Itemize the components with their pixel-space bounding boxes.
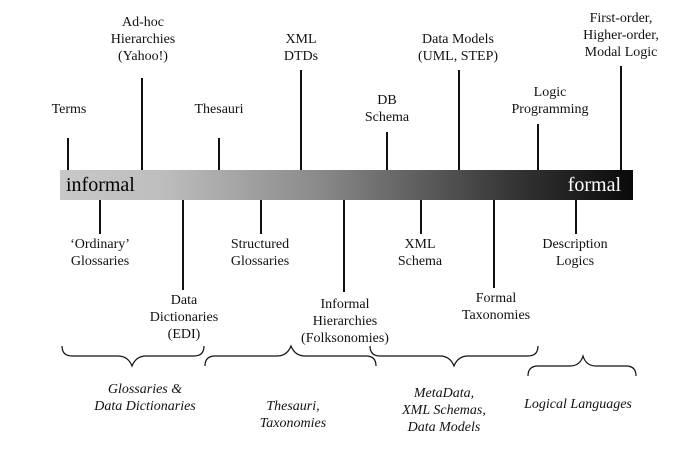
- group-glossaries-data-dictionaries: Glossaries & Data Dictionaries: [94, 382, 196, 414]
- group-metadata-schemas-models: MetaData, XML Schemas, Data Models: [402, 386, 486, 435]
- term-description-logics: Description Logics: [542, 237, 608, 269]
- term-logic-programming: Logic Programming: [511, 85, 589, 117]
- brace-thesauri: [204, 344, 377, 367]
- term-db-schema: DB Schema: [364, 93, 410, 125]
- tick-ordinary-glossaries: [99, 200, 101, 234]
- tick-data-models: [458, 70, 460, 170]
- brace-metadata: [369, 345, 539, 368]
- term-ordinary-glossaries: ‘Ordinary’ Glossaries: [70, 237, 130, 269]
- tick-thesauri: [218, 138, 220, 170]
- term-data-models: Data Models (UML, STEP): [417, 32, 499, 64]
- term-thesauri: Thesauri: [194, 102, 244, 117]
- tick-terms: [67, 138, 69, 170]
- term-first-order-logic: First-order, Higher-order, Modal Logic: [583, 11, 659, 60]
- group-thesauri-taxonomies: Thesauri, Taxonomies: [259, 399, 327, 431]
- tick-informal-hierarchies: [343, 200, 345, 292]
- formal-label: formal: [567, 174, 621, 196]
- tick-structured-glossaries: [260, 200, 262, 234]
- tick-xml-dtds: [300, 70, 302, 170]
- term-data-dictionaries: Data Dictionaries (EDI): [149, 293, 219, 342]
- tick-logic-programming: [537, 124, 539, 170]
- term-informal-hierarchies: Informal Hierarchies (Folksonomies): [301, 297, 389, 346]
- term-structured-glossaries: Structured Glossaries: [230, 237, 290, 269]
- brace-logical-languages: [527, 353, 637, 377]
- term-adhoc-hierarchies: Ad-hoc Hierarchies (Yahoo!): [110, 15, 176, 64]
- group-logical-languages: Logical Languages: [524, 397, 632, 412]
- term-formal-taxonomies: Formal Taxonomies: [461, 291, 531, 323]
- tick-data-dictionaries: [182, 200, 184, 290]
- tick-first-order-logic: [620, 66, 622, 170]
- tick-db-schema: [386, 132, 388, 170]
- informal-label: informal: [66, 174, 135, 196]
- brace-glossaries: [61, 345, 205, 368]
- term-xml-dtds: XML DTDs: [283, 32, 319, 64]
- informal-formal-gradient-bar: [60, 170, 633, 200]
- tick-description-logics: [575, 200, 577, 234]
- tick-formal-taxonomies: [493, 200, 495, 288]
- term-terms: Terms: [51, 102, 87, 117]
- tick-adhoc-hierarchies: [141, 78, 143, 170]
- tick-xml-schema: [420, 200, 422, 234]
- term-xml-schema: XML Schema: [397, 237, 443, 269]
